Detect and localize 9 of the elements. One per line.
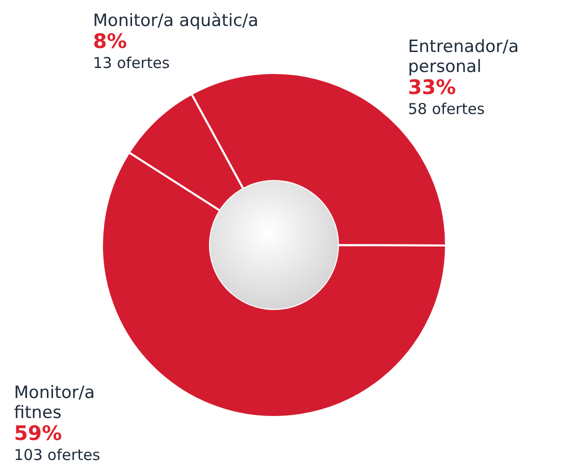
data-label: 33% (408, 75, 456, 99)
text: 13 ofertes (93, 54, 170, 72)
data-label: 8% (93, 29, 127, 53)
text: 103 ofertes (14, 446, 100, 464)
data-label: 59% (14, 421, 62, 445)
slice-label: Monitor/a fitnes (14, 383, 95, 423)
text: 58 ofertes (408, 100, 485, 118)
slice-label: Entrenador/a personal (408, 37, 519, 77)
slice-label: Monitor/a aquàtic/a (93, 11, 258, 31)
